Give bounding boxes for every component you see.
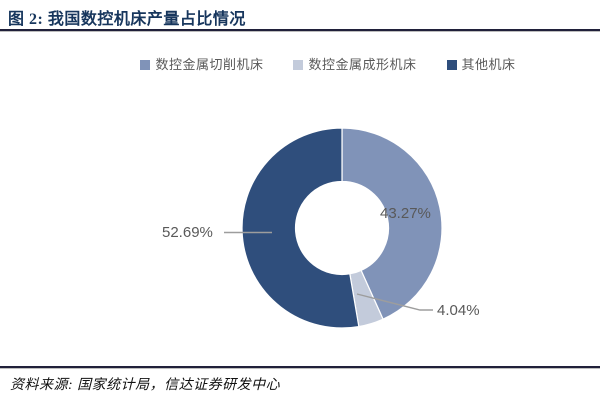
- donut-slices: [241, 127, 443, 329]
- leader-line-forming: [356, 293, 433, 311]
- legend-item-other: 其他机床: [446, 57, 516, 72]
- chart-legend: 数控金属切削机床 数控金属成形机床 其他机床: [28, 58, 600, 71]
- legend-item-forming: 数控金属成形机床: [293, 58, 416, 71]
- donut-slice: [241, 127, 360, 329]
- leader-lines: [224, 231, 433, 311]
- legend-label: 数控金属成形机床: [308, 57, 417, 72]
- legend-label: 数控金属切削机床: [155, 57, 264, 72]
- legend-label: 其他机床: [461, 57, 516, 72]
- legend-swatch-icon: [140, 59, 151, 70]
- data-label-other: 52.69%: [162, 224, 213, 241]
- top-divider: [0, 29, 600, 32]
- legend-item-cutting: 数控金属切削机床: [140, 58, 263, 71]
- legend-swatch-icon: [446, 59, 457, 70]
- source-note: 资料来源: 国家统计局，信达证券研发中心: [10, 378, 281, 393]
- data-label-cutting: 43.27%: [380, 205, 431, 222]
- bottom-divider: [0, 366, 600, 369]
- legend-swatch-icon: [293, 59, 304, 70]
- figure-title: 图 2: 我国数控机床产量占比情况: [8, 11, 246, 28]
- data-label-forming: 4.04%: [437, 302, 480, 319]
